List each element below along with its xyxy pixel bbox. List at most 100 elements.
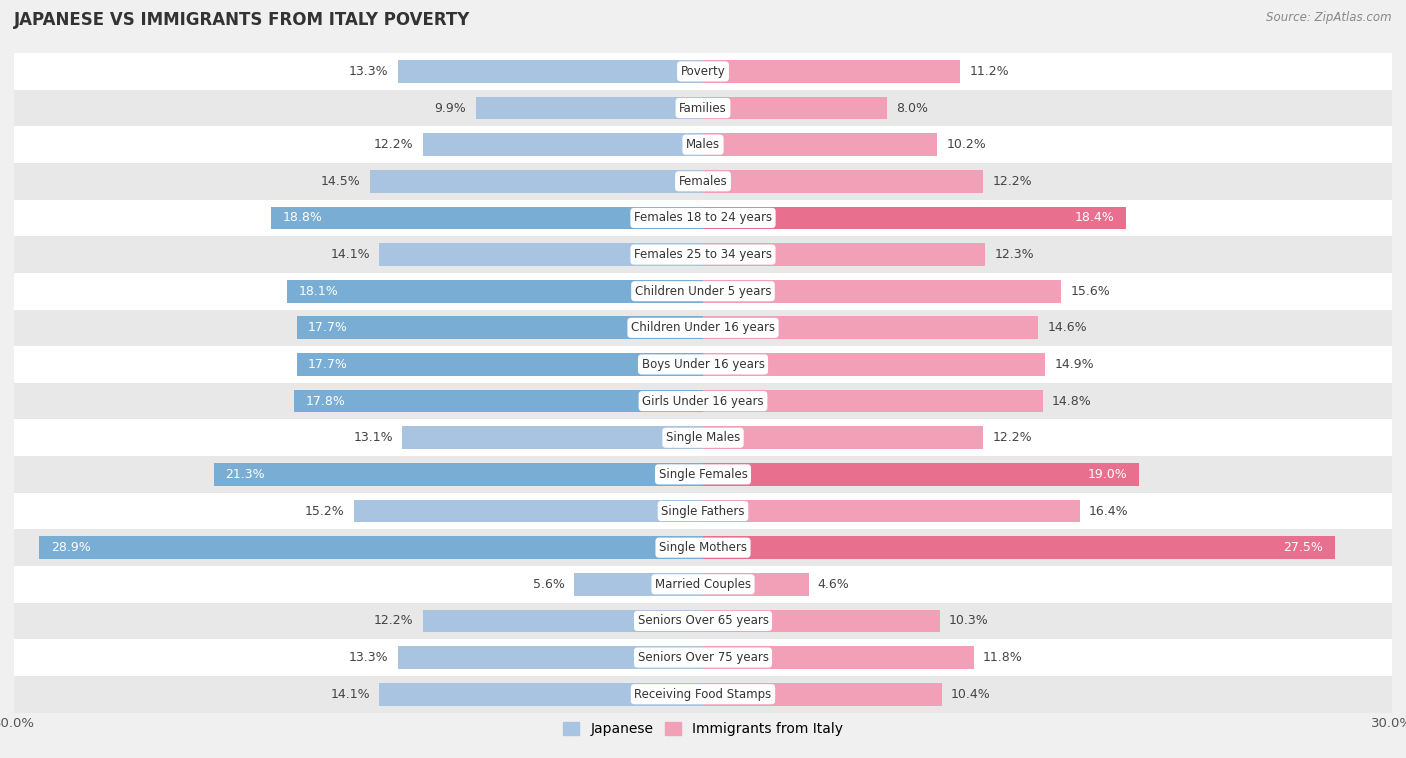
Text: Children Under 5 years: Children Under 5 years — [634, 285, 772, 298]
Text: 13.3%: 13.3% — [349, 651, 388, 664]
Text: Source: ZipAtlas.com: Source: ZipAtlas.com — [1267, 11, 1392, 24]
Bar — [703, 60, 960, 83]
Bar — [214, 463, 703, 486]
Bar — [398, 647, 703, 669]
Bar — [703, 683, 942, 706]
Bar — [423, 133, 703, 156]
Text: 14.8%: 14.8% — [1052, 395, 1092, 408]
Text: 12.2%: 12.2% — [993, 431, 1032, 444]
Bar — [370, 170, 703, 193]
Text: 16.4%: 16.4% — [1088, 505, 1129, 518]
Text: Families: Families — [679, 102, 727, 114]
Text: 5.6%: 5.6% — [533, 578, 565, 590]
Bar — [402, 427, 703, 449]
Text: 10.2%: 10.2% — [946, 138, 986, 151]
Text: 21.3%: 21.3% — [225, 468, 264, 481]
Text: Single Males: Single Males — [666, 431, 740, 444]
Text: 18.8%: 18.8% — [283, 211, 322, 224]
Bar — [14, 419, 1392, 456]
Bar — [14, 199, 1392, 236]
Bar — [14, 163, 1392, 199]
Bar — [575, 573, 703, 596]
Text: JAPANESE VS IMMIGRANTS FROM ITALY POVERTY: JAPANESE VS IMMIGRANTS FROM ITALY POVERT… — [14, 11, 471, 30]
Text: Children Under 16 years: Children Under 16 years — [631, 321, 775, 334]
Text: 4.6%: 4.6% — [818, 578, 849, 590]
Bar — [14, 273, 1392, 309]
Bar — [703, 280, 1062, 302]
Text: 11.8%: 11.8% — [983, 651, 1024, 664]
Bar — [294, 390, 703, 412]
Bar — [14, 639, 1392, 676]
Bar — [380, 683, 703, 706]
Text: Females 25 to 34 years: Females 25 to 34 years — [634, 248, 772, 261]
Text: 17.7%: 17.7% — [308, 321, 347, 334]
Bar — [14, 566, 1392, 603]
Text: 8.0%: 8.0% — [896, 102, 928, 114]
Text: 13.3%: 13.3% — [349, 65, 388, 78]
Text: Single Fathers: Single Fathers — [661, 505, 745, 518]
Bar — [703, 170, 983, 193]
Text: 14.5%: 14.5% — [321, 175, 361, 188]
Text: 28.9%: 28.9% — [51, 541, 90, 554]
Bar — [14, 603, 1392, 639]
Text: 11.2%: 11.2% — [969, 65, 1010, 78]
Bar — [703, 317, 1038, 339]
Bar — [703, 500, 1080, 522]
Text: Females: Females — [679, 175, 727, 188]
Text: Females 18 to 24 years: Females 18 to 24 years — [634, 211, 772, 224]
Bar — [271, 207, 703, 229]
Bar — [39, 537, 703, 559]
Text: 12.3%: 12.3% — [994, 248, 1035, 261]
Text: 9.9%: 9.9% — [434, 102, 467, 114]
Text: 14.9%: 14.9% — [1054, 358, 1094, 371]
Bar — [398, 60, 703, 83]
Bar — [354, 500, 703, 522]
Bar — [703, 427, 983, 449]
Bar — [14, 456, 1392, 493]
Bar — [703, 573, 808, 596]
Text: 15.2%: 15.2% — [305, 505, 344, 518]
Text: Girls Under 16 years: Girls Under 16 years — [643, 395, 763, 408]
Text: 27.5%: 27.5% — [1284, 541, 1323, 554]
Bar — [475, 97, 703, 119]
Text: 18.4%: 18.4% — [1074, 211, 1114, 224]
Bar — [703, 463, 1139, 486]
Text: 14.6%: 14.6% — [1047, 321, 1087, 334]
Bar — [703, 609, 939, 632]
Text: 13.1%: 13.1% — [353, 431, 392, 444]
Bar — [14, 383, 1392, 419]
Bar — [14, 127, 1392, 163]
Text: Receiving Food Stamps: Receiving Food Stamps — [634, 688, 772, 700]
Bar — [14, 529, 1392, 566]
Bar — [703, 97, 887, 119]
Text: 10.3%: 10.3% — [949, 615, 988, 628]
Text: 19.0%: 19.0% — [1088, 468, 1128, 481]
Bar — [380, 243, 703, 266]
Text: 14.1%: 14.1% — [330, 688, 370, 700]
Text: Single Mothers: Single Mothers — [659, 541, 747, 554]
Text: 17.7%: 17.7% — [308, 358, 347, 371]
Text: 12.2%: 12.2% — [993, 175, 1032, 188]
Bar — [423, 609, 703, 632]
Bar — [14, 676, 1392, 713]
Bar — [703, 390, 1043, 412]
Bar — [297, 317, 703, 339]
Legend: Japanese, Immigrants from Italy: Japanese, Immigrants from Italy — [557, 717, 849, 742]
Text: 12.2%: 12.2% — [374, 138, 413, 151]
Text: Poverty: Poverty — [681, 65, 725, 78]
Bar — [14, 236, 1392, 273]
Text: 18.1%: 18.1% — [299, 285, 339, 298]
Bar — [703, 207, 1126, 229]
Text: 12.2%: 12.2% — [374, 615, 413, 628]
Bar — [14, 89, 1392, 127]
Text: Married Couples: Married Couples — [655, 578, 751, 590]
Text: Single Females: Single Females — [658, 468, 748, 481]
Bar — [14, 346, 1392, 383]
Text: Males: Males — [686, 138, 720, 151]
Bar — [703, 133, 938, 156]
Bar — [14, 493, 1392, 529]
Text: Seniors Over 65 years: Seniors Over 65 years — [637, 615, 769, 628]
Bar — [703, 353, 1045, 376]
Text: Boys Under 16 years: Boys Under 16 years — [641, 358, 765, 371]
Text: 10.4%: 10.4% — [950, 688, 991, 700]
